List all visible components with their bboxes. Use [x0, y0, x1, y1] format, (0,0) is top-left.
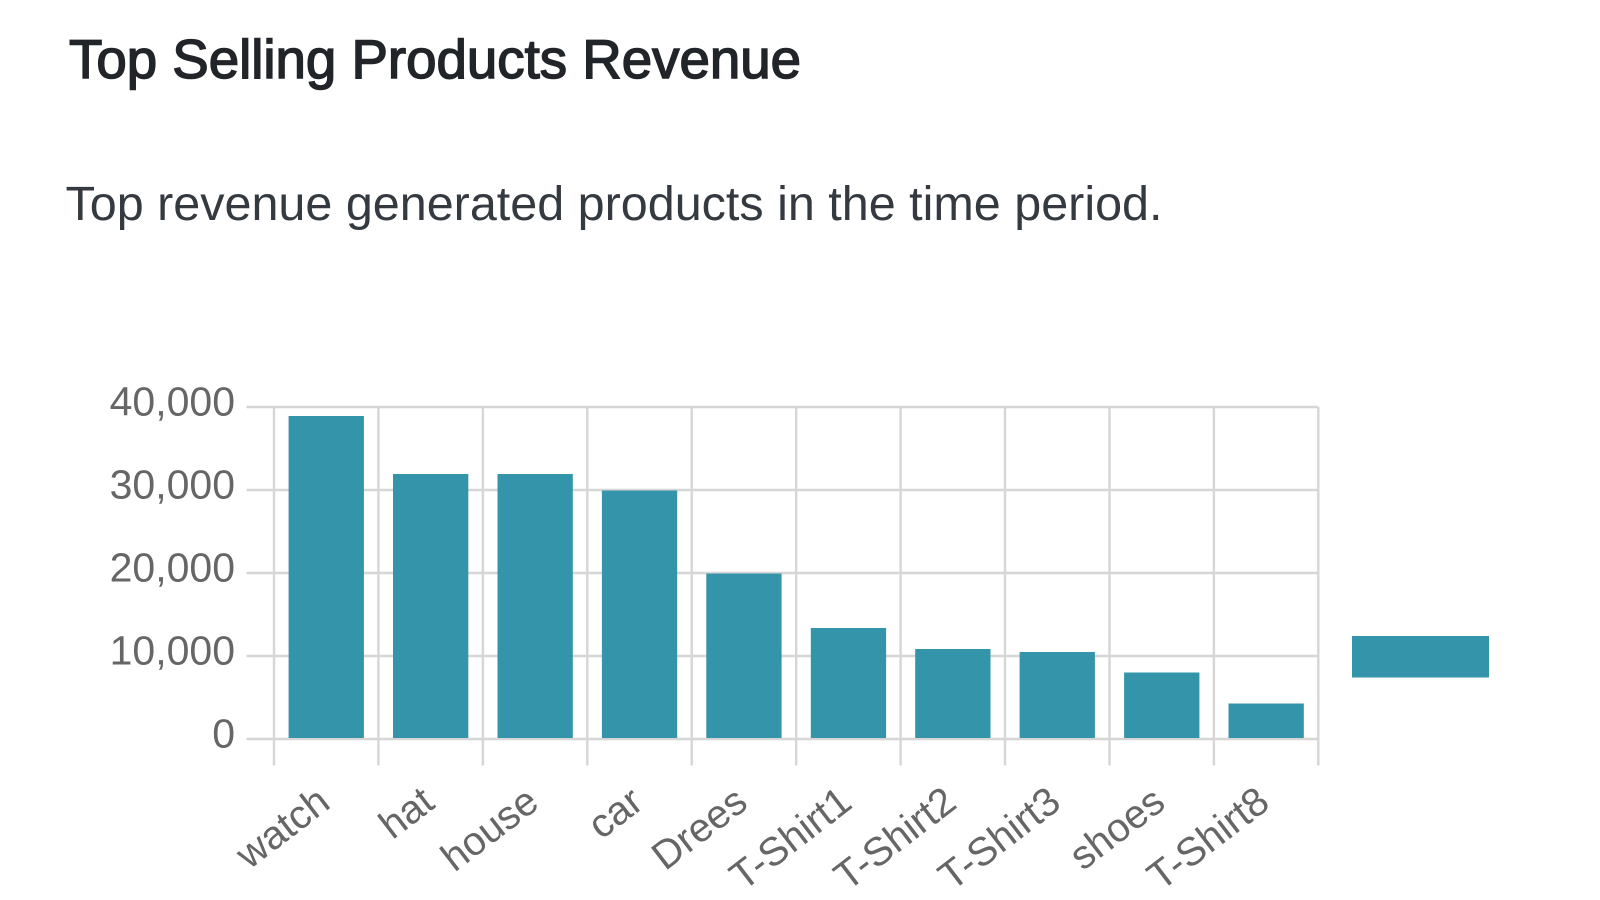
- svg-text:0: 0: [212, 711, 235, 757]
- svg-text:10,000: 10,000: [110, 628, 235, 674]
- svg-text:Top Selling Products Revenue: Top Selling Products Revenue: [69, 28, 801, 90]
- svg-text:40,000: 40,000: [110, 379, 235, 425]
- svg-text:Top revenue generated products: Top revenue generated products in the ti…: [66, 178, 1163, 231]
- svg-text:20,000: 20,000: [110, 545, 235, 591]
- svg-text:30,000: 30,000: [110, 462, 235, 508]
